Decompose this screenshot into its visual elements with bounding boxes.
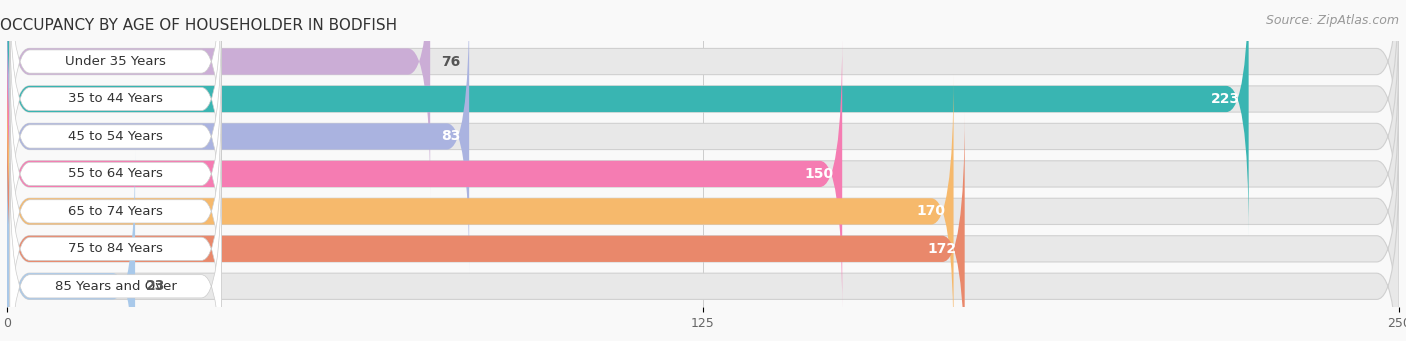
FancyBboxPatch shape	[10, 163, 221, 341]
Text: OCCUPANCY BY AGE OF HOUSEHOLDER IN BODFISH: OCCUPANCY BY AGE OF HOUSEHOLDER IN BODFI…	[0, 18, 398, 33]
Text: 150: 150	[804, 167, 834, 181]
FancyBboxPatch shape	[7, 0, 1399, 198]
FancyBboxPatch shape	[7, 0, 470, 273]
FancyBboxPatch shape	[7, 112, 965, 341]
Text: Source: ZipAtlas.com: Source: ZipAtlas.com	[1265, 14, 1399, 27]
Text: 55 to 64 Years: 55 to 64 Years	[67, 167, 163, 180]
Text: 75 to 84 Years: 75 to 84 Years	[67, 242, 163, 255]
Text: 65 to 74 Years: 65 to 74 Years	[67, 205, 163, 218]
FancyBboxPatch shape	[10, 0, 221, 222]
FancyBboxPatch shape	[7, 0, 1399, 236]
FancyBboxPatch shape	[10, 0, 221, 185]
FancyBboxPatch shape	[10, 88, 221, 335]
FancyBboxPatch shape	[7, 75, 953, 341]
Text: 23: 23	[146, 279, 166, 293]
FancyBboxPatch shape	[7, 112, 1399, 341]
Text: 170: 170	[917, 204, 945, 218]
FancyBboxPatch shape	[7, 0, 1399, 273]
Text: 76: 76	[441, 55, 461, 69]
Text: 172: 172	[927, 242, 956, 256]
FancyBboxPatch shape	[7, 150, 135, 341]
Text: 35 to 44 Years: 35 to 44 Years	[67, 92, 163, 105]
FancyBboxPatch shape	[7, 0, 430, 198]
FancyBboxPatch shape	[7, 0, 1249, 236]
FancyBboxPatch shape	[7, 75, 1399, 341]
FancyBboxPatch shape	[7, 150, 1399, 341]
Text: 45 to 54 Years: 45 to 54 Years	[67, 130, 163, 143]
Text: Under 35 Years: Under 35 Years	[65, 55, 166, 68]
FancyBboxPatch shape	[10, 13, 221, 260]
Text: 85 Years and Over: 85 Years and Over	[55, 280, 177, 293]
Text: 83: 83	[441, 130, 461, 144]
FancyBboxPatch shape	[7, 37, 842, 311]
FancyBboxPatch shape	[10, 51, 221, 297]
FancyBboxPatch shape	[10, 125, 221, 341]
Text: 223: 223	[1211, 92, 1240, 106]
FancyBboxPatch shape	[7, 37, 1399, 311]
